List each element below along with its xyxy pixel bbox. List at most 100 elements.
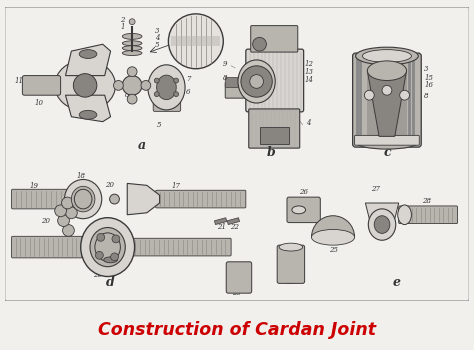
Ellipse shape [156, 75, 176, 100]
Circle shape [173, 78, 179, 83]
Circle shape [110, 253, 118, 261]
Text: a: a [138, 139, 146, 152]
FancyBboxPatch shape [11, 189, 67, 209]
Bar [227, 218, 239, 225]
Circle shape [73, 74, 97, 97]
Ellipse shape [356, 47, 418, 65]
FancyBboxPatch shape [153, 99, 181, 111]
FancyBboxPatch shape [227, 280, 251, 292]
Circle shape [382, 85, 392, 95]
Ellipse shape [311, 230, 355, 245]
Circle shape [109, 194, 119, 204]
Ellipse shape [368, 209, 396, 240]
Ellipse shape [363, 50, 411, 62]
Ellipse shape [122, 46, 142, 51]
Text: 24: 24 [286, 278, 295, 286]
Circle shape [95, 251, 103, 259]
Ellipse shape [72, 186, 95, 212]
FancyBboxPatch shape [22, 76, 61, 95]
Ellipse shape [64, 180, 102, 219]
Text: c: c [383, 146, 391, 159]
Text: 4: 4 [306, 119, 311, 127]
Ellipse shape [122, 34, 142, 39]
Text: 11: 11 [15, 77, 24, 85]
Circle shape [129, 19, 135, 24]
Text: 15: 15 [424, 75, 433, 83]
FancyBboxPatch shape [246, 49, 304, 112]
Text: 13: 13 [304, 68, 313, 76]
Text: e: e [393, 276, 401, 289]
Circle shape [155, 78, 159, 83]
Text: 6: 6 [186, 88, 191, 96]
Ellipse shape [279, 243, 303, 251]
Bar [214, 218, 227, 225]
Circle shape [127, 67, 137, 77]
Ellipse shape [356, 135, 418, 149]
FancyBboxPatch shape [5, 7, 469, 301]
Polygon shape [367, 71, 407, 136]
Text: 1: 1 [120, 22, 125, 30]
Text: 17: 17 [172, 182, 181, 190]
Circle shape [65, 207, 77, 219]
Circle shape [113, 80, 123, 90]
Ellipse shape [238, 60, 275, 103]
Text: 20: 20 [105, 181, 114, 189]
Circle shape [250, 75, 264, 88]
Text: 2: 2 [120, 16, 125, 24]
FancyBboxPatch shape [226, 262, 252, 293]
Circle shape [62, 197, 73, 209]
Text: 10: 10 [35, 99, 44, 107]
Polygon shape [65, 44, 110, 76]
Ellipse shape [79, 50, 97, 58]
Circle shape [122, 76, 142, 95]
Text: 20: 20 [41, 217, 50, 225]
Text: 28: 28 [422, 197, 431, 205]
Circle shape [127, 94, 137, 104]
Text: 8: 8 [125, 91, 129, 99]
Circle shape [173, 92, 179, 97]
FancyBboxPatch shape [399, 206, 457, 224]
FancyBboxPatch shape [11, 236, 82, 258]
Text: 23: 23 [233, 289, 241, 297]
Text: 16: 16 [424, 81, 433, 89]
FancyBboxPatch shape [155, 190, 246, 208]
Ellipse shape [90, 228, 125, 267]
FancyBboxPatch shape [300, 203, 319, 217]
Text: 5: 5 [155, 41, 159, 49]
Text: 9: 9 [128, 66, 132, 75]
Text: 14: 14 [304, 76, 313, 84]
Circle shape [241, 66, 272, 97]
Ellipse shape [81, 218, 135, 276]
Text: b: b [267, 146, 276, 159]
Ellipse shape [104, 257, 118, 263]
Text: 8: 8 [424, 92, 428, 100]
Bar [367, 70, 407, 136]
Polygon shape [365, 203, 399, 223]
Circle shape [58, 215, 69, 226]
Circle shape [112, 235, 120, 243]
Ellipse shape [79, 110, 97, 119]
Text: 12: 12 [304, 60, 313, 68]
Text: 27: 27 [371, 185, 380, 193]
Circle shape [253, 37, 266, 51]
Circle shape [97, 233, 105, 241]
Bar [260, 127, 289, 144]
FancyBboxPatch shape [225, 78, 256, 88]
Ellipse shape [367, 61, 407, 80]
Ellipse shape [55, 60, 116, 111]
FancyBboxPatch shape [251, 26, 298, 52]
FancyBboxPatch shape [249, 109, 300, 148]
Text: 3: 3 [155, 27, 159, 35]
FancyBboxPatch shape [287, 197, 320, 223]
Text: 26: 26 [299, 188, 308, 196]
FancyBboxPatch shape [131, 238, 231, 256]
Text: d: d [106, 276, 115, 289]
Text: 25: 25 [328, 246, 337, 254]
Text: 9: 9 [223, 60, 228, 68]
Text: 18: 18 [77, 173, 86, 181]
Ellipse shape [292, 206, 306, 214]
Circle shape [400, 90, 410, 100]
Ellipse shape [148, 65, 185, 110]
Wedge shape [311, 216, 355, 237]
FancyBboxPatch shape [353, 53, 421, 147]
